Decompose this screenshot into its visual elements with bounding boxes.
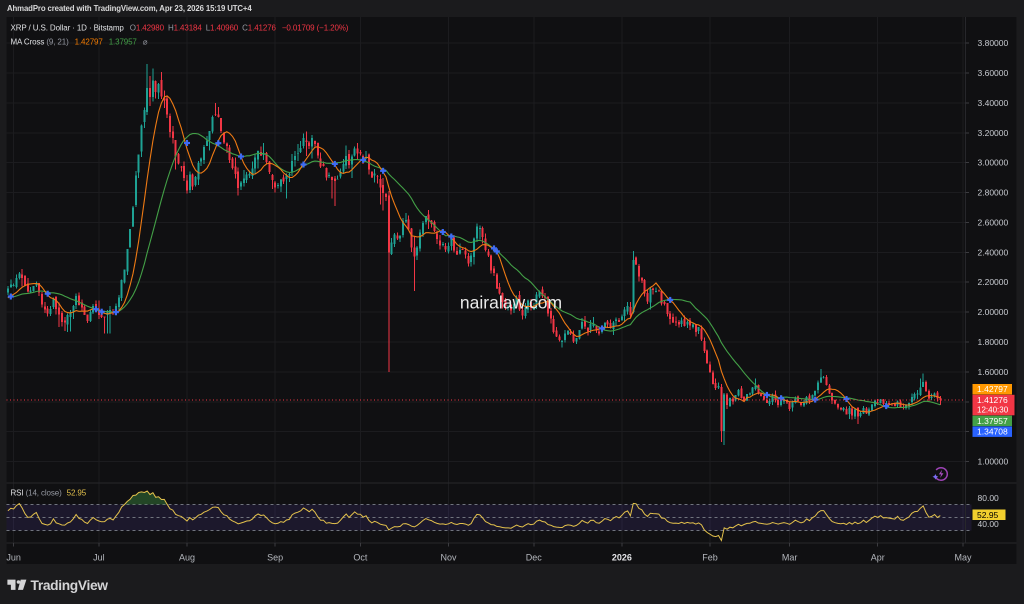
svg-text:1.00000: 1.00000 [978,457,1009,467]
svg-text:1.37957: 1.37957 [977,416,1008,426]
svg-text:1.34708: 1.34708 [977,427,1008,437]
svg-text:3.40000: 3.40000 [978,98,1009,108]
svg-text:2.40000: 2.40000 [978,247,1009,257]
svg-text:Oct: Oct [353,553,368,563]
svg-text:Mar: Mar [782,553,798,563]
svg-text:Aug: Aug [179,553,195,563]
svg-text:2.80000: 2.80000 [978,188,1009,198]
svg-text:3.80000: 3.80000 [978,38,1009,48]
svg-text:Dec: Dec [526,553,543,563]
svg-text:Jun: Jun [6,553,21,563]
svg-text:XRP / U.S. Dollar · 1D · Bitst: XRP / U.S. Dollar · 1D · Bitstamp O1.4298… [11,24,349,33]
svg-text:1.80000: 1.80000 [978,337,1009,347]
svg-text:Nov: Nov [440,553,457,563]
svg-text:80.00: 80.00 [978,493,1000,503]
svg-text:3.20000: 3.20000 [978,128,1009,138]
svg-text:Sep: Sep [267,553,283,563]
svg-text:1.60000: 1.60000 [978,367,1009,377]
svg-text:40.00: 40.00 [978,519,1000,529]
svg-text:1.41276: 1.41276 [977,395,1008,405]
svg-text:2.20000: 2.20000 [978,277,1009,287]
svg-text:May: May [954,553,972,563]
svg-text:2.60000: 2.60000 [978,218,1009,228]
svg-text:12:40:30: 12:40:30 [977,406,1009,415]
svg-text:1.42797: 1.42797 [977,384,1008,394]
svg-text:RSI (14, close)52.95: RSI (14, close) 52.95 [11,489,87,498]
svg-text:3.60000: 3.60000 [978,68,1009,78]
svg-text:Apr: Apr [871,553,885,563]
svg-text:2.00000: 2.00000 [978,307,1009,317]
svg-text:2026: 2026 [612,553,632,563]
svg-text:Feb: Feb [702,553,718,563]
svg-text:3.00000: 3.00000 [978,158,1009,168]
svg-text:nairalaw.com: nairalaw.com [460,293,562,313]
svg-text:52.95: 52.95 [977,510,999,520]
svg-text:Jul: Jul [93,553,105,563]
